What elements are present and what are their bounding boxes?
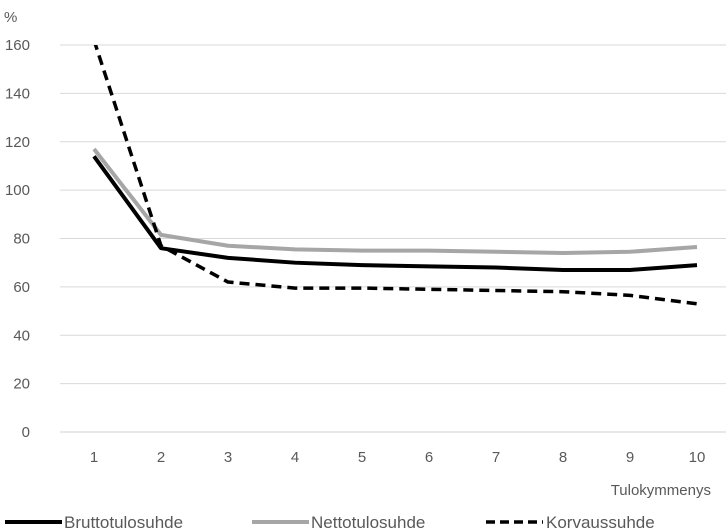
y-tick-label: 60	[13, 279, 30, 296]
x-tick-label: 2	[157, 449, 165, 466]
series-line-korvaussuhde	[93, 45, 698, 306]
x-tick-label: 5	[358, 449, 366, 466]
y-tick-label: 120	[5, 134, 30, 151]
legend-label: Nettotulosuhde	[311, 513, 425, 532]
y-tick-label: 140	[5, 85, 30, 102]
x-tick-label: 3	[224, 449, 232, 466]
y-tick-label: 100	[5, 182, 30, 199]
x-axis-label: Tulokymmenys	[611, 482, 711, 499]
series-lines	[92, 45, 698, 306]
y-tick-labels: 0 20 40 60 80 100 120 140 160	[5, 37, 30, 441]
x-tick-label: 6	[425, 449, 433, 466]
y-tick-label: 40	[13, 327, 30, 344]
x-tick-label: 4	[291, 449, 299, 466]
y-tick-label: 20	[13, 376, 30, 393]
gridlines	[60, 44, 726, 385]
x-tick-label: 1	[90, 449, 98, 466]
legend: Bruttotulosuhde Nettotulosuhde Korvaussuhd…	[5, 513, 655, 532]
x-tick-labels: 1 2 3 4 5 6 7 8 9 10	[90, 449, 706, 466]
x-tick-label: 10	[689, 449, 706, 466]
legend-label: Korvaussuhde	[546, 513, 655, 532]
y-tick-label: 80	[13, 231, 30, 248]
x-tick-label: 7	[492, 449, 500, 466]
x-tick-label: 9	[626, 449, 634, 466]
x-tick-label: 8	[559, 449, 567, 466]
y-tick-label: 0	[22, 424, 30, 441]
y-tick-label: 160	[5, 37, 30, 54]
y-axis-label: %	[4, 9, 17, 26]
series-line-nettotulosuhde	[92, 147, 698, 256]
series-line-bruttotulosuhde	[92, 155, 698, 272]
legend-label: Bruttotulosuhde	[64, 513, 183, 532]
